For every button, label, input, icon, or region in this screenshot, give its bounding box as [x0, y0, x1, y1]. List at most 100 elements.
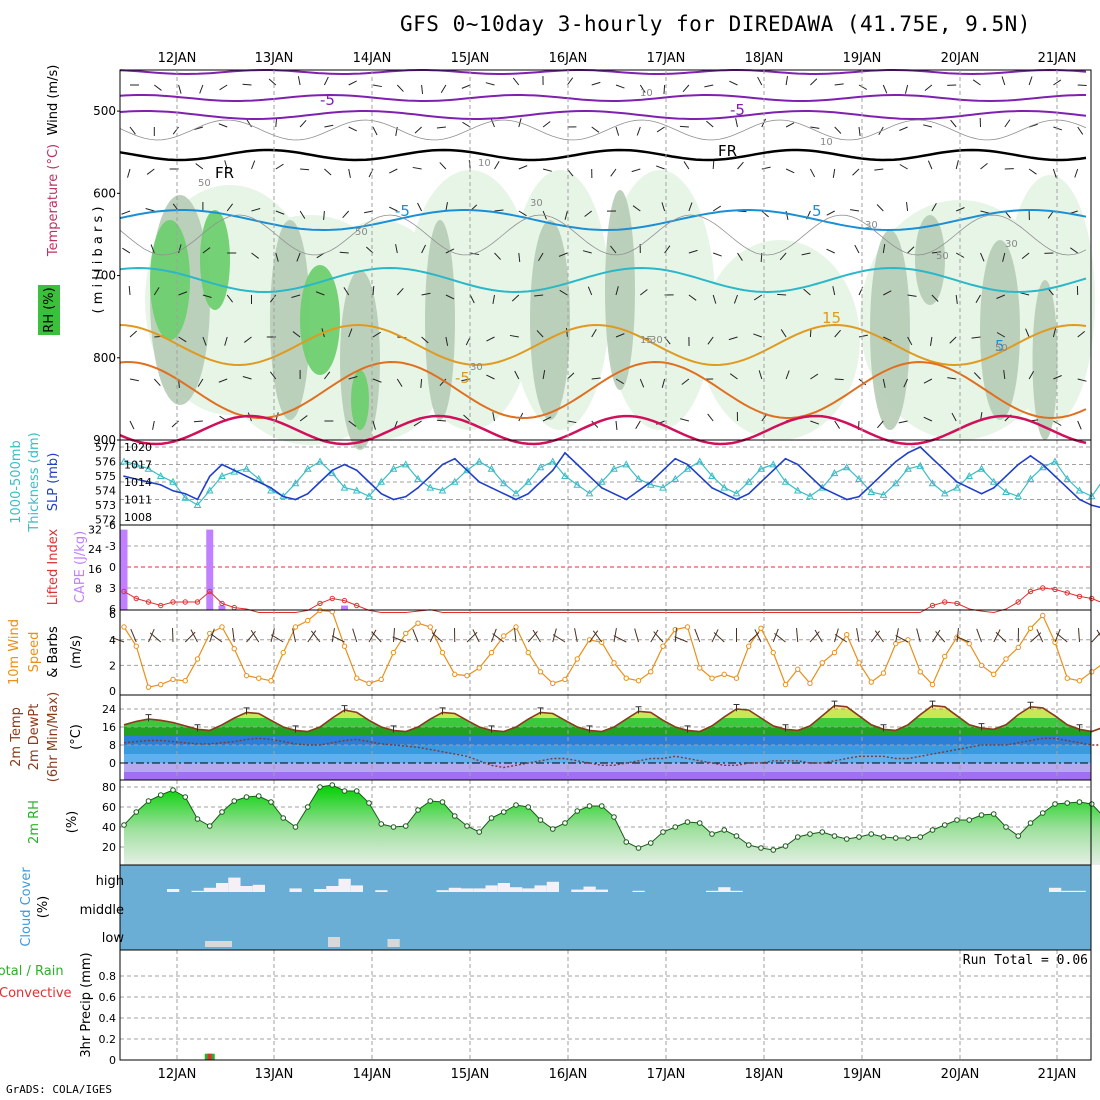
- cape-tick-label: 8: [95, 582, 102, 595]
- cloud-high-bar: [461, 888, 474, 892]
- wind-barb: [299, 415, 308, 422]
- thickness-point: [757, 464, 765, 472]
- wind-barb: [372, 126, 378, 136]
- wind-barb: [202, 336, 207, 346]
- wind-barb: [494, 161, 500, 170]
- wind-barb: [949, 336, 957, 344]
- slp-point: [208, 475, 211, 477]
- wind-barb: [324, 124, 334, 128]
- wind-barb: [389, 168, 398, 174]
- slp-point: [649, 481, 652, 483]
- rh-point: [476, 829, 483, 835]
- slp-point: [784, 457, 787, 460]
- wind-barb: [907, 336, 913, 346]
- li-point: [182, 599, 188, 605]
- wind-barb: [950, 119, 957, 128]
- rh-blob-17: [980, 240, 1020, 420]
- rh-point: [905, 835, 911, 841]
- top-date-label: 12JAN: [158, 51, 197, 66]
- wind-barb: [299, 119, 307, 128]
- wind10-point: [158, 681, 164, 688]
- wind-barb: [414, 126, 422, 134]
- wind10-point: [366, 680, 372, 687]
- wind-barb: [172, 126, 179, 135]
- wind-barb: [1004, 119, 1011, 128]
- wind10-point: [525, 649, 531, 656]
- wind-barb: [150, 244, 155, 254]
- wind-barb: [246, 119, 252, 128]
- cape-bar: [120, 529, 128, 610]
- thickness-point: [303, 464, 312, 472]
- wind10-point: [635, 678, 642, 684]
- wind10-point: [415, 620, 421, 626]
- wind10-barb: [190, 629, 198, 643]
- thickness-point: [156, 471, 165, 479]
- wind-barb: [874, 168, 884, 171]
- rh-point: [917, 834, 924, 840]
- wind10-point: [966, 640, 972, 647]
- li-point: [942, 599, 948, 605]
- wind10-barb: [993, 629, 1001, 643]
- wind-barb: [421, 336, 429, 344]
- precip-legend-total: Total / Rain: [0, 964, 64, 979]
- slp-point: [172, 489, 174, 492]
- slp-point: [527, 492, 530, 495]
- rh-point: [317, 784, 323, 790]
- li-point: [207, 588, 213, 595]
- rh-point: [353, 788, 360, 794]
- wind-barb: [469, 294, 475, 304]
- wind-barb: [202, 247, 211, 254]
- bottom-date-label: 17JAN: [647, 1067, 686, 1082]
- wind-barb: [850, 209, 860, 212]
- thickness-point: [904, 464, 912, 472]
- wind-barb: [396, 84, 404, 92]
- wind10-barb: [932, 629, 941, 643]
- wind10-point: [562, 676, 568, 683]
- wind10-barb: [895, 628, 899, 643]
- wind-barb: [737, 252, 743, 261]
- wind-barb: [810, 420, 820, 425]
- slp-point: [1017, 463, 1020, 466]
- rh-point: [562, 820, 568, 826]
- wind-barb: [296, 252, 301, 262]
- wind10-point: [488, 649, 495, 656]
- wind10-barb: [1056, 632, 1068, 643]
- thickness-point: [683, 464, 692, 472]
- wind10-barb: [613, 635, 627, 643]
- wind-barb: [146, 168, 155, 175]
- temp-band: [124, 727, 1091, 736]
- wind-barb: [975, 294, 981, 304]
- wind-barb: [152, 420, 155, 430]
- slp-tick-label: 1020: [124, 441, 152, 454]
- wind-barb: [512, 77, 520, 86]
- wind-barb: [663, 84, 666, 95]
- rh-point: [892, 835, 899, 841]
- rh-point: [1076, 799, 1083, 805]
- wind-barb: [610, 168, 617, 177]
- wind10-barb: [352, 628, 358, 643]
- cloud-high-bar: [534, 885, 547, 892]
- wind-barb: [632, 205, 641, 212]
- cloud-high-bar: [595, 889, 608, 892]
- wind10-barb: [592, 630, 603, 643]
- wind-barb: [348, 168, 351, 178]
- contour-label: 15: [822, 309, 841, 327]
- wind10-point: [427, 624, 433, 630]
- thickness-point: [830, 469, 839, 477]
- wind-barb: [728, 336, 738, 341]
- wind-barb: [931, 251, 941, 254]
- rh-point: [1088, 801, 1095, 807]
- thickness-point: [438, 486, 447, 494]
- li-point: [929, 602, 936, 609]
- wind-barb: [924, 84, 933, 92]
- wind-barb: [1028, 76, 1033, 86]
- slp-tick-label: 1014: [124, 476, 152, 489]
- wind-barb: [348, 80, 357, 86]
- wind-barb: [396, 378, 403, 387]
- thickness-point: [597, 477, 606, 485]
- slp-tick-label: 1017: [124, 459, 152, 472]
- cape-bar: [206, 529, 214, 610]
- wind-barb: [591, 126, 600, 133]
- rh-point: [182, 794, 189, 800]
- rh-tick-label: 80: [102, 781, 116, 794]
